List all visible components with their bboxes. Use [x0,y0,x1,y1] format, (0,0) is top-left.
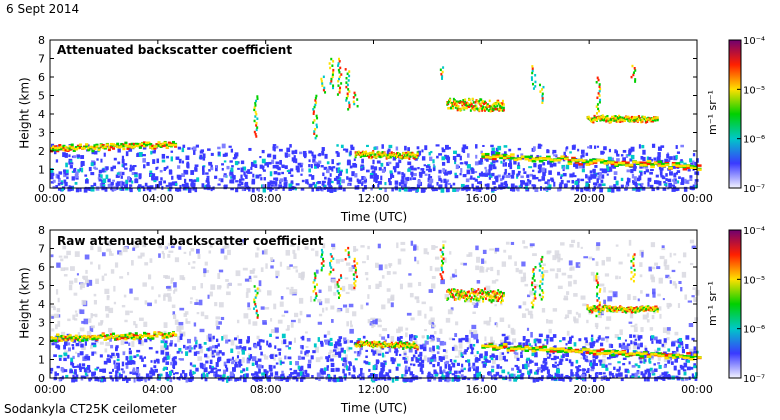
layer-boundary-layer-top [50,331,178,343]
colorbar-tick-label: 10⁻⁴ [743,226,765,237]
x-tick-label: 00:00 [34,383,66,396]
y-tick-label: 2 [38,145,45,158]
y-tick-label: 7 [38,243,45,256]
y-tick-label: 5 [38,90,45,103]
x-tick-label: 00:00 [681,192,713,205]
x-tick-label: 16:00 [465,192,497,205]
y-tick-label: 4 [38,108,45,121]
layer-high-cloud [446,97,505,113]
bottom-colorbar-unit: m⁻¹ sr⁻¹ [705,281,719,326]
colorbar-tick-label: 10⁻⁶ [743,325,765,336]
x-tick-label: 20:00 [573,192,605,205]
y-tick-label: 6 [38,261,45,274]
colorbar-tick-label: 10⁻⁴ [743,36,765,47]
top-colorbar-unit: m⁻¹ sr⁻¹ [705,90,719,135]
top-y-axis-label: Height (km) [17,77,32,149]
colorbar-tick-label: 10⁻⁶ [743,135,765,146]
cloud-streaks [252,244,636,319]
y-tick-label: 4 [38,298,45,311]
y-tick-label: 1 [38,354,45,367]
y-tick-label: 0 [38,372,45,385]
colorbar [728,229,742,379]
layer-boundary-layer-top [50,140,178,153]
y-tick-label: 0 [38,182,45,195]
layer-mid-cloud [354,339,419,351]
y-tick-label: 2 [38,335,45,348]
top-panel: 0 1 2 3 4 5 6 7 8 00:00 04:00 08:00 12:00 16:00 20:00 0… [34,34,713,205]
x-tick-label: 20:00 [573,383,605,396]
x-tick-label: 08:00 [250,192,282,205]
top-x-axis-label: Time (UTC) [340,210,408,224]
x-tick-label: 04:00 [142,383,174,396]
layer-evening-layer [586,304,659,314]
date-label: 6 Sept 2014 [6,2,80,16]
top-colorbar: 10⁻⁷ 10⁻⁶ 10⁻⁵ 10⁻⁴ [728,36,765,195]
y-tick-label: 7 [38,53,45,66]
layer-mid-cloud [354,150,419,160]
y-tick-label: 1 [38,164,45,177]
bottom-colorbar: 10⁻⁷ 10⁻⁶ 10⁻⁵ 10⁻⁴ [728,226,765,385]
instrument-label: Sodankyla CT25K ceilometer [4,402,177,416]
y-tick-label: 8 [38,224,45,237]
y-tick-label: 3 [38,317,45,330]
x-tick-label: 08:00 [250,383,282,396]
layer-late-layer [481,152,702,171]
top-panel-title: Attenuated backscatter coefficient [57,43,293,57]
noise-field [50,239,700,365]
x-tick-label: 04:00 [142,192,174,205]
x-tick-label: 00:00 [34,192,66,205]
y-tick-label: 6 [38,71,45,84]
colorbar-tick-label: 10⁻⁷ [743,184,765,195]
x-tick-label: 12:00 [358,192,390,205]
colorbar-tick-label: 10⁻⁵ [743,85,765,96]
y-tick-label: 8 [38,34,45,47]
colorbar-tick-label: 10⁻⁵ [743,275,765,286]
colorbar [728,39,742,189]
bottom-y-axis-label: Height (km) [17,267,32,339]
layer-high-cloud [446,287,505,304]
bottom-panel-title: Raw attenuated backscatter coefficient [57,234,324,248]
y-tick-label: 5 [38,280,45,293]
layer-late-layer [481,342,702,361]
bottom-panel: 0 1 2 3 4 5 6 7 8 00:00 04:00 08:00 12:00 16:00 20:00 0… [34,224,713,396]
boundary-layer-field [50,143,700,193]
y-tick-label: 3 [38,127,45,140]
x-tick-label: 16:00 [465,383,497,396]
colorbar-tick-label: 10⁻⁷ [743,374,765,385]
cloud-streaks [253,57,637,140]
x-tick-label: 12:00 [358,383,390,396]
bottom-x-axis-label: Time (UTC) [340,401,408,415]
x-tick-label: 00:00 [681,383,713,396]
layer-evening-layer [586,114,659,124]
